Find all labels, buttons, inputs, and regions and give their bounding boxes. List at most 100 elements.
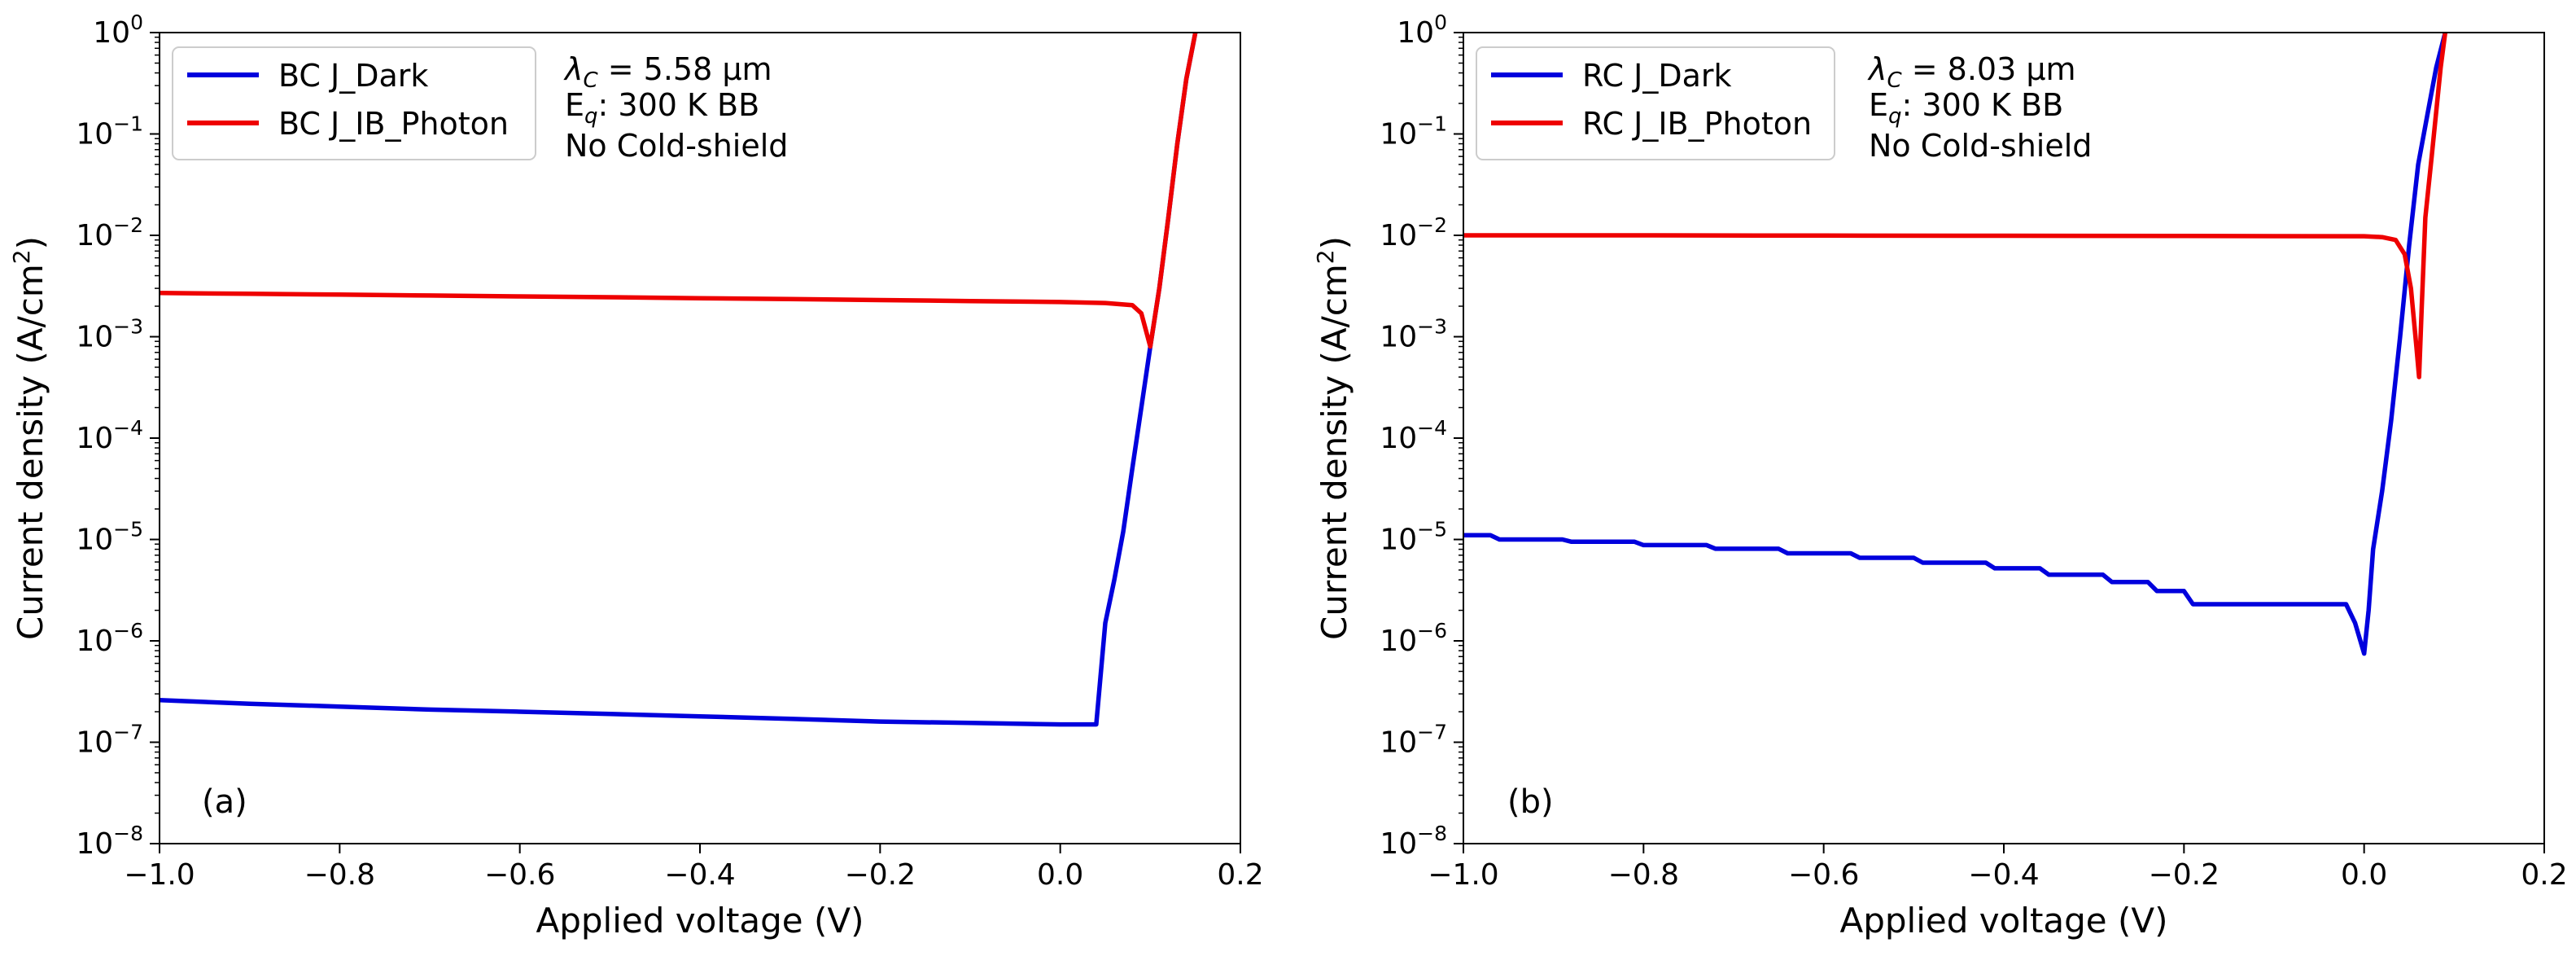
y-tick-label-base: 10 — [1380, 625, 1417, 658]
y-tick-label-exponent: −8 — [1417, 822, 1447, 845]
y-tick-label-base: 10 — [76, 118, 113, 151]
x-tick-label: −0.8 — [1608, 858, 1679, 892]
y-tick-label-exponent: −3 — [1417, 315, 1447, 339]
y-tick-label-base: 10 — [76, 827, 113, 861]
x-tick-label: −0.2 — [2149, 858, 2220, 892]
y-tick-label: 10−1 — [76, 112, 143, 151]
x-tick-label: 0.2 — [1217, 858, 1263, 892]
series-layer — [160, 33, 1198, 727]
y-tick-label: 10−6 — [76, 619, 143, 658]
x-tick-label: −0.4 — [1968, 858, 2039, 892]
y-tick-label: 10−7 — [76, 721, 143, 760]
annotation-coldshield: No Cold-shield — [1869, 128, 2092, 164]
annotation-eq-main: E — [565, 87, 584, 123]
y-tick-label-exponent: −5 — [1417, 518, 1447, 542]
x-tick-label: −0.4 — [664, 858, 735, 892]
legend-label-rc-ib-photon: RC J_IB_Photon — [1582, 106, 1812, 142]
y-tick-label-exponent: −1 — [1417, 112, 1447, 136]
annotation-lambda-sub: C — [584, 68, 599, 93]
y-axis-label: Current density (A/cm2) — [1312, 236, 1354, 640]
annotation-lambda-sub: C — [1887, 68, 1903, 93]
x-tick-label: −0.8 — [304, 858, 375, 892]
y-tick-label: 10−5 — [1380, 518, 1447, 557]
annotation-eq: Eq: 300 K BB — [1869, 87, 2063, 129]
annotation-eq-main: E — [1869, 87, 1888, 123]
y-axis-label-main: Current density (A/cm — [11, 264, 50, 640]
y-axis-label-main: Current density (A/cm — [1314, 264, 1354, 640]
legend-box — [172, 46, 536, 160]
y-tick-label: 10−6 — [1380, 619, 1447, 658]
y-tick-label-base: 10 — [1380, 422, 1417, 455]
annotation: λC = 5.58 μm Eq: 300 K BB No Cold-shield — [563, 51, 788, 164]
annotation-lambda-symbol: λ — [563, 51, 584, 87]
legend-box — [1476, 46, 1835, 160]
annotation-lambda: λC = 8.03 μm — [1867, 51, 2076, 93]
y-tick-label-exponent: −4 — [1417, 416, 1447, 440]
y-tick-label: 10−1 — [1380, 112, 1447, 151]
y-axis-label-sup: 2 — [8, 249, 35, 264]
x-tick-label: −0.2 — [845, 858, 916, 892]
x-tick-label: −1.0 — [124, 858, 195, 892]
x-tick-label: −0.6 — [1788, 858, 1859, 892]
y-tick-label: 10−4 — [1380, 416, 1447, 455]
y-tick-label-exponent: −1 — [113, 112, 143, 136]
y-tick-label-exponent: −7 — [113, 721, 143, 744]
y-tick-label: 100 — [93, 11, 143, 50]
annotation-eq-sub: q — [584, 104, 598, 129]
y-axis-label-sup: 2 — [1312, 249, 1339, 264]
series-layer — [1463, 33, 2448, 656]
y-tick-label-exponent: −4 — [113, 416, 143, 440]
y-tick-label: 10−7 — [1380, 721, 1447, 760]
y-tick-label-base: 10 — [1380, 726, 1417, 760]
y-tick-label-base: 10 — [76, 321, 113, 354]
x-tick-label: 0.2 — [2521, 858, 2567, 892]
series-line-rc-j-ib-photon — [1463, 33, 2448, 379]
legend: RC J_Dark RC J_IB_Photon — [1476, 46, 1835, 160]
legend-label-bc-dark: BC J_Dark — [278, 58, 428, 94]
y-tick-label-exponent: −8 — [113, 822, 143, 845]
y-tick-label-base: 10 — [1397, 16, 1434, 50]
y-tick-label: 10−2 — [1380, 213, 1447, 252]
y-tick-label: 10−5 — [76, 518, 143, 557]
y-tick-label-base: 10 — [76, 726, 113, 760]
plot-area — [1463, 33, 2544, 844]
y-tick-label: 10−8 — [1380, 822, 1447, 861]
legend: BC J_Dark BC J_IB_Photon — [172, 46, 536, 160]
annotation-eq-rest: : 300 K BB — [598, 87, 760, 123]
y-tick-label-exponent: −6 — [1417, 619, 1447, 642]
y-axis-label-close: ) — [1314, 236, 1354, 249]
chart-panel-b: −1.0 −0.8 −0.6 −0.4 −0.2 0.0 0.210−810−710−610… — [1312, 11, 2568, 941]
y-tick-label-exponent: −3 — [113, 315, 143, 339]
x-tick-label: 0.0 — [2341, 858, 2387, 892]
y-tick-label-exponent: −5 — [113, 518, 143, 542]
y-tick-label-base: 10 — [1380, 827, 1417, 861]
annotation-eq-sub: q — [1888, 104, 1902, 129]
x-tick-label: −1.0 — [1428, 858, 1498, 892]
y-tick-label-exponent: −6 — [113, 619, 143, 642]
y-tick-label: 10−3 — [76, 315, 143, 354]
annotation-lambda-rest: = 5.58 μm — [598, 51, 772, 87]
annotation-eq-rest: : 300 K BB — [1902, 87, 2064, 123]
legend-label-bc-ib-photon: BC J_IB_Photon — [278, 106, 509, 142]
series-line-rc-j-dark — [1463, 33, 2448, 656]
y-tick-label-exponent: −7 — [1417, 721, 1447, 744]
y-tick-label: 10−3 — [1380, 315, 1447, 354]
y-tick-label-base: 10 — [76, 422, 113, 455]
y-tick-label-base: 10 — [1380, 321, 1417, 354]
y-tick-label-base: 10 — [1380, 524, 1417, 557]
y-tick-label-exponent: 0 — [1434, 11, 1447, 34]
ticks-layer: −1.0 −0.8 −0.6 −0.4 −0.2 0.0 0.210−810−710−610… — [76, 11, 1263, 892]
y-tick-label: 100 — [1397, 11, 1447, 50]
panel-label: (a) — [202, 783, 247, 821]
y-axis-label: Current density (A/cm2) — [8, 236, 50, 640]
y-tick-label-exponent: −2 — [113, 213, 143, 237]
y-tick-label-exponent: −2 — [1417, 213, 1447, 237]
annotation-eq: Eq: 300 K BB — [565, 87, 759, 129]
annotation-lambda-rest: = 8.03 μm — [1902, 51, 2076, 87]
y-tick-label-base: 10 — [1380, 219, 1417, 252]
annotation-coldshield: No Cold-shield — [565, 128, 788, 164]
legend-label-rc-dark: RC J_Dark — [1582, 58, 1732, 94]
series-line-bc-j-ib-photon — [160, 33, 1198, 349]
y-tick-label: 10−2 — [76, 213, 143, 252]
